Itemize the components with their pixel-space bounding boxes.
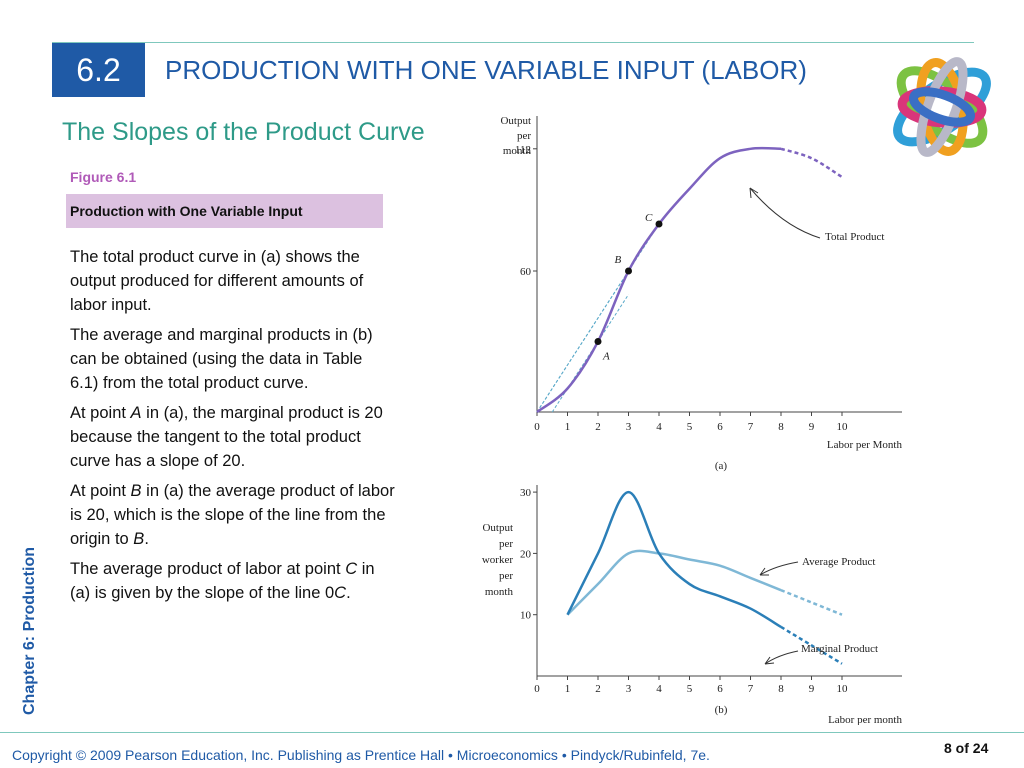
subtitle: The Slopes of the Product Curve xyxy=(62,118,425,146)
text-run: . xyxy=(144,530,149,548)
x-tick-label: 2 xyxy=(595,683,601,695)
x-tick-label: 1 xyxy=(565,421,571,433)
tangent-line xyxy=(536,270,629,413)
page-number: 8 of 24 xyxy=(944,740,989,756)
point-label: A xyxy=(130,404,142,422)
total-product-chart: Output per month 60 112 0 1 2 3 4 5 6 7 8 9 10 Labor per… xyxy=(500,115,903,472)
x-tick-label: 2 xyxy=(595,421,601,433)
marginal-product-arrow xyxy=(764,650,799,665)
point-c xyxy=(655,220,663,228)
point-label: B xyxy=(130,482,142,500)
text-run: The average product of labor at point xyxy=(70,560,346,578)
slide-title: PRODUCTION WITH ONE VARIABLE INPUT (LABO… xyxy=(165,55,807,85)
x-tick-label: 0 xyxy=(534,421,540,433)
header-divider xyxy=(52,42,974,43)
x-tick-label: 10 xyxy=(837,421,849,433)
marginal-product-label: Marginal Product xyxy=(801,643,878,655)
text-run: At point xyxy=(70,404,131,422)
y-axis-label: per xyxy=(499,538,513,550)
average-product-label: Average Product xyxy=(802,556,875,568)
text-run: in (a) is given by the slope of the line… xyxy=(70,560,375,602)
x-tick-label: 5 xyxy=(687,421,693,433)
body-text: The total product curve in (a) shows the… xyxy=(70,245,395,611)
point-label: C xyxy=(345,560,358,578)
average-product-arrow xyxy=(759,561,799,576)
average-product-curve xyxy=(566,549,782,616)
x-tick-label: 1 xyxy=(565,683,571,695)
paragraph-4: At point B in (a) the average product of… xyxy=(70,479,395,551)
paragraph-1: The total product curve in (a) shows the… xyxy=(70,248,364,314)
y-tick-label: 60 xyxy=(520,266,532,278)
y-axis-label: month xyxy=(485,586,514,598)
average-product-curve-extension xyxy=(780,589,843,616)
y-axis-label: per xyxy=(517,130,531,142)
total-product-curve-extension xyxy=(780,147,843,179)
paragraph-3: At point A in (a), the marginal product … xyxy=(70,401,395,473)
y-axis-label: Output xyxy=(500,115,531,127)
interlocking-rings-logo xyxy=(893,57,991,157)
point-label-a: A xyxy=(602,351,610,363)
x-tick-label: 10 xyxy=(837,683,849,695)
panel-label: (b) xyxy=(715,704,728,716)
y-axis-label: worker xyxy=(482,554,513,566)
x-tick-label: 8 xyxy=(778,683,784,695)
section-number-badge: 6.2 xyxy=(52,43,145,97)
annotation-arrow xyxy=(749,187,821,239)
x-tick-label: 6 xyxy=(717,683,723,695)
x-tick-label: 5 xyxy=(687,683,693,695)
point-label: C xyxy=(334,584,347,602)
point-b xyxy=(625,267,632,275)
total-product-label: Total Product xyxy=(825,231,884,243)
figure-caption: Production with One Variable Input xyxy=(70,203,303,219)
x-tick-label: 3 xyxy=(626,683,632,695)
point-label-c: C xyxy=(645,212,653,224)
x-tick-label: 4 xyxy=(656,421,662,433)
x-axis-label: Labor per Month xyxy=(827,439,903,451)
y-tick-label: 10 xyxy=(520,610,532,622)
y-tick-label: 20 xyxy=(520,548,532,560)
figure-caption-box: Production with One Variable Input xyxy=(66,194,383,228)
text-run: At point xyxy=(70,482,131,500)
y-axis-label: Output xyxy=(482,522,513,534)
total-product-curve xyxy=(536,146,782,414)
text-run: in (a), the marginal product is 20 becau… xyxy=(70,404,383,470)
paragraph-5: The average product of labor at point C … xyxy=(70,557,395,605)
x-tick-label: 3 xyxy=(626,421,632,433)
x-tick-label: 9 xyxy=(809,683,815,695)
point-a xyxy=(594,338,602,345)
x-axis-label: Labor per month xyxy=(828,714,902,725)
footer-copyright: Copyright © 2009 Pearson Education, Inc.… xyxy=(12,747,710,763)
paragraph-2: The average and marginal products in (b)… xyxy=(70,326,373,392)
x-tick-label: 9 xyxy=(809,421,815,433)
chapter-label: Chapter 6: Production xyxy=(21,546,38,715)
y-tick-label: 112 xyxy=(515,144,531,156)
x-tick-label: 0 xyxy=(534,683,540,695)
figure-label: Figure 6.1 xyxy=(70,169,137,185)
x-tick-label: 7 xyxy=(748,421,754,433)
marginal-product-curve xyxy=(566,490,782,629)
y-axis-label: per xyxy=(499,570,513,582)
panel-label: (a) xyxy=(715,460,728,472)
point-label: B xyxy=(133,530,145,548)
x-tick-label: 4 xyxy=(656,683,662,695)
x-tick-label: 7 xyxy=(748,683,754,695)
y-tick-label: 30 xyxy=(520,487,532,499)
point-label-b: B xyxy=(615,254,622,266)
average-marginal-product-chart: Output per worker per month 10 20 30 0 1 2 3 4 5 6 7 8 9 1… xyxy=(482,485,902,725)
text-run: in (a) the average product of labor is 2… xyxy=(70,482,395,548)
annotation-arrowhead xyxy=(749,187,759,199)
footer-divider xyxy=(0,732,1024,733)
y-axis-label: month xyxy=(503,145,532,157)
marginal-product-curve-extension xyxy=(780,625,843,665)
text-run: . xyxy=(346,584,351,602)
x-tick-label: 6 xyxy=(717,421,723,433)
x-tick-label: 8 xyxy=(778,421,784,433)
